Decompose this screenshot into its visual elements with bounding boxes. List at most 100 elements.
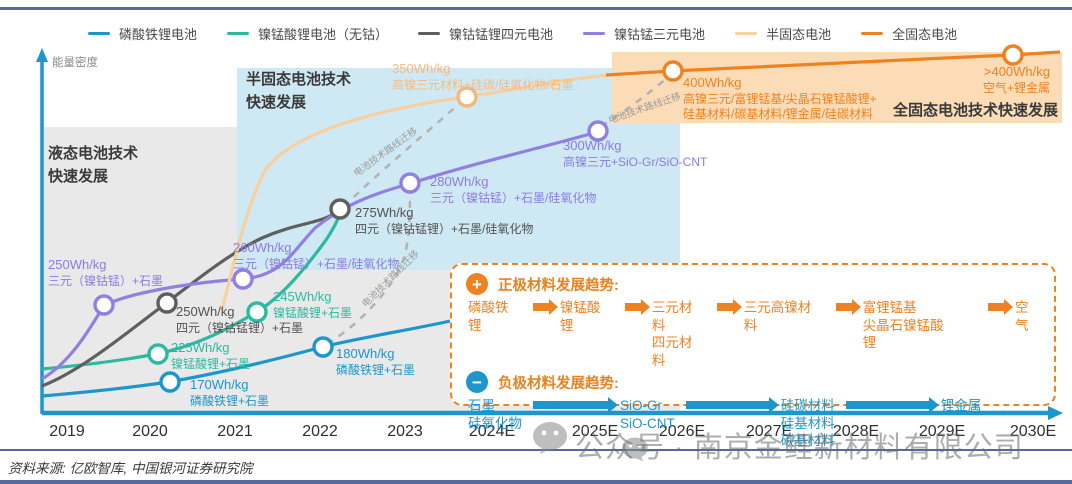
point-label-225: 225Wh/kg 镍锰酸锂+石墨 bbox=[171, 340, 250, 372]
region-label-liquid: 液态电池技术 快速发展 bbox=[48, 145, 139, 185]
point-material: 高镍三元材料+硅碳/硅氧化物/石墨 bbox=[392, 77, 574, 92]
flow-arrow-icon bbox=[685, 397, 779, 414]
legend-dash-icon bbox=[88, 32, 110, 35]
wechat-icon bbox=[533, 422, 567, 454]
x-tick-2029e: 2029E bbox=[918, 423, 966, 440]
flow-arrow-icon bbox=[835, 299, 861, 315]
flow-arrow-icon bbox=[533, 397, 618, 414]
marker-280 bbox=[399, 172, 421, 194]
point-material: 四元（镍钴锰锂）+石墨 bbox=[176, 320, 304, 335]
point-value: 245Wh/kg bbox=[273, 289, 332, 304]
wechat-icon bbox=[622, 437, 648, 462]
cathode-trend-title: 正极材料发展趋势: bbox=[498, 277, 619, 294]
point-label-250-ncm: 250Wh/kg 三元（镍钴锰）+石墨 bbox=[48, 257, 163, 289]
point-value: 250Wh/kg bbox=[176, 304, 235, 319]
flow-arrow-icon bbox=[845, 397, 939, 414]
region-label-semi-solid: 半固态电池技术 快速发展 bbox=[246, 71, 352, 111]
marker-250-quaternary bbox=[156, 292, 178, 314]
legend-dash-icon bbox=[861, 32, 884, 35]
legend-label: 磷酸铁锂电池 bbox=[119, 27, 198, 42]
point-label-275: 275Wh/kg 四元（镍钴锰锂）+石墨/硅氧化物 bbox=[355, 205, 533, 237]
cathode-item: 三元高镍材料 bbox=[743, 300, 812, 333]
point-material: 四元（镍钴锰锂）+石墨/硅氧化物 bbox=[355, 221, 534, 236]
legend-item-ncm: 镍钴锰三元电池 bbox=[583, 24, 705, 43]
point-material: 磷酸铁锂+石墨 bbox=[336, 362, 416, 377]
x-tick-2020: 2020 bbox=[132, 423, 168, 440]
x-tick-2021: 2021 bbox=[217, 423, 253, 440]
cathode-title-row: + 正极材料发展趋势: bbox=[466, 273, 1042, 295]
x-tick-2024e: 2024E bbox=[468, 423, 516, 440]
anode-trend-title: 负极材料发展趋势: bbox=[498, 375, 619, 392]
marker-400 bbox=[662, 60, 684, 82]
migration-path-2 bbox=[600, 76, 669, 128]
migration-path-3 bbox=[326, 191, 412, 346]
point-value: >400Wh/kg bbox=[983, 64, 1050, 79]
point-value: 180Wh/kg bbox=[336, 346, 395, 361]
legend-label: 镍钴锰锂四元电池 bbox=[449, 27, 554, 42]
curve-lfp bbox=[41, 319, 451, 398]
cathode-item: 富锂锰基 尖晶石镍锰酸锂 bbox=[862, 300, 944, 351]
point-material: 镍锰酸锂+石墨 bbox=[171, 356, 251, 371]
x-tick-2025e: 2025E bbox=[571, 423, 619, 440]
anode-title-row: − 负极材料发展趋势: bbox=[466, 371, 1042, 394]
cathode-item: 镍锰酸锂 bbox=[559, 300, 601, 333]
marker-300 bbox=[587, 120, 609, 142]
point-label-170: 170Wh/kg 磷酸铁锂+石墨 bbox=[190, 377, 269, 409]
marker-275 bbox=[329, 198, 351, 220]
flow-arrow-icon bbox=[532, 299, 558, 315]
anode-item: 锂金属 bbox=[940, 398, 982, 414]
flow-arrow-icon bbox=[988, 299, 1014, 315]
x-tick-2019: 2019 bbox=[49, 423, 85, 440]
point-label-245: 245Wh/kg 镍锰酸锂+石墨 bbox=[273, 289, 352, 321]
legend-label: 镍钴锰三元电池 bbox=[614, 27, 706, 42]
legend-item-quaternary: 镍钴锰锂四元电池 bbox=[418, 24, 553, 43]
marker-350 bbox=[456, 86, 478, 108]
marker-400plus bbox=[1002, 44, 1024, 66]
x-tick-2030e: 2030E bbox=[1009, 423, 1057, 440]
point-label-280: 280Wh/kg 三元（镍钴锰）+石墨/硅氧化物 bbox=[430, 174, 596, 206]
legend-item-semisolid: 半固态电池 bbox=[735, 24, 831, 43]
region-label-solid: 全固态电池技术快速发展 bbox=[893, 102, 1059, 119]
cathode-item: 空气 bbox=[1015, 300, 1029, 333]
x-tick-2028e: 2028E bbox=[832, 423, 880, 440]
cathode-flow: 磷酸铁锂 镍锰酸锂 三元材料 四元材料 三元高镍材料 富锂锰基 尖晶石镍锰酸锂 … bbox=[468, 299, 1042, 369]
marker-260 bbox=[232, 268, 254, 290]
point-value: 280Wh/kg bbox=[430, 174, 489, 189]
point-label-400: 400Wh/kg 高镍三元/富锂锰基/尖晶石镍锰酸锂+ 硅基材料/碳基材料/锂金… bbox=[683, 75, 877, 123]
point-label-250-quaternary: 250Wh/kg 四元（镍钴锰锂）+石墨 bbox=[176, 304, 303, 336]
source-note: 资料来源: 亿欧智库, 中国银河证券研究院 bbox=[8, 461, 253, 476]
point-value: 170Wh/kg bbox=[190, 377, 249, 392]
point-material: 镍锰酸锂+石墨 bbox=[273, 305, 353, 320]
point-label-400plus: >400Wh/kg 空气+锂金属 bbox=[946, 64, 1050, 96]
point-label-180: 180Wh/kg 磷酸铁锂+石墨 bbox=[336, 346, 415, 378]
legend-item-solid: 全固态电池 bbox=[861, 24, 957, 43]
pre-source-divider bbox=[0, 449, 1072, 451]
x-tick-2027e: 2027E bbox=[745, 423, 793, 440]
material-trend-box: + 正极材料发展趋势: 磷酸铁锂 镍锰酸锂 三元材料 四元材料 三元高镍材料 富… bbox=[450, 263, 1056, 448]
marker-225 bbox=[147, 343, 169, 365]
top-divider bbox=[0, 7, 1072, 10]
anode-item: SiO-Gr SiO-CNT bbox=[620, 398, 675, 431]
legend-item-lnmo: 镍锰酸锂电池（无钴） bbox=[227, 24, 388, 43]
y-axis-label: 能量密度 bbox=[52, 57, 98, 69]
point-value: 225Wh/kg bbox=[171, 340, 230, 355]
point-material: 三元（镍钴锰）+石墨 bbox=[48, 273, 164, 288]
point-material: 高镍三元+SiO-Gr/SiO-CNT bbox=[563, 154, 708, 169]
y-axis-arrow-icon bbox=[36, 48, 48, 62]
point-material: 空气+锂金属 bbox=[982, 80, 1050, 95]
point-value: 300Wh/kg bbox=[563, 138, 622, 153]
x-tick-2023: 2023 bbox=[387, 423, 423, 440]
migration-path-1 bbox=[343, 100, 463, 208]
legend-dash-icon bbox=[735, 32, 758, 35]
anode-flow: 石墨 硅氧化物 SiO-Gr SiO-CNT 硅碳材料 硅基材料 碳基材料 锂金… bbox=[468, 397, 1042, 450]
bottom-divider bbox=[0, 480, 1072, 484]
point-value: 250Wh/kg bbox=[48, 257, 107, 272]
point-material: 三元（镍钴锰）+石墨/硅氧化物 bbox=[233, 256, 400, 271]
cathode-item: 磷酸铁锂 bbox=[468, 300, 509, 333]
point-material: 三元（镍钴锰）+石墨/硅氧化物 bbox=[430, 190, 597, 205]
anode-item: 石墨 硅氧化物 bbox=[468, 398, 522, 431]
point-value: 400Wh/kg bbox=[683, 75, 742, 90]
point-label-300: 300Wh/kg 高镍三元+SiO-Gr/SiO-CNT bbox=[563, 138, 707, 170]
point-value: 260Wh/kg bbox=[233, 240, 292, 255]
